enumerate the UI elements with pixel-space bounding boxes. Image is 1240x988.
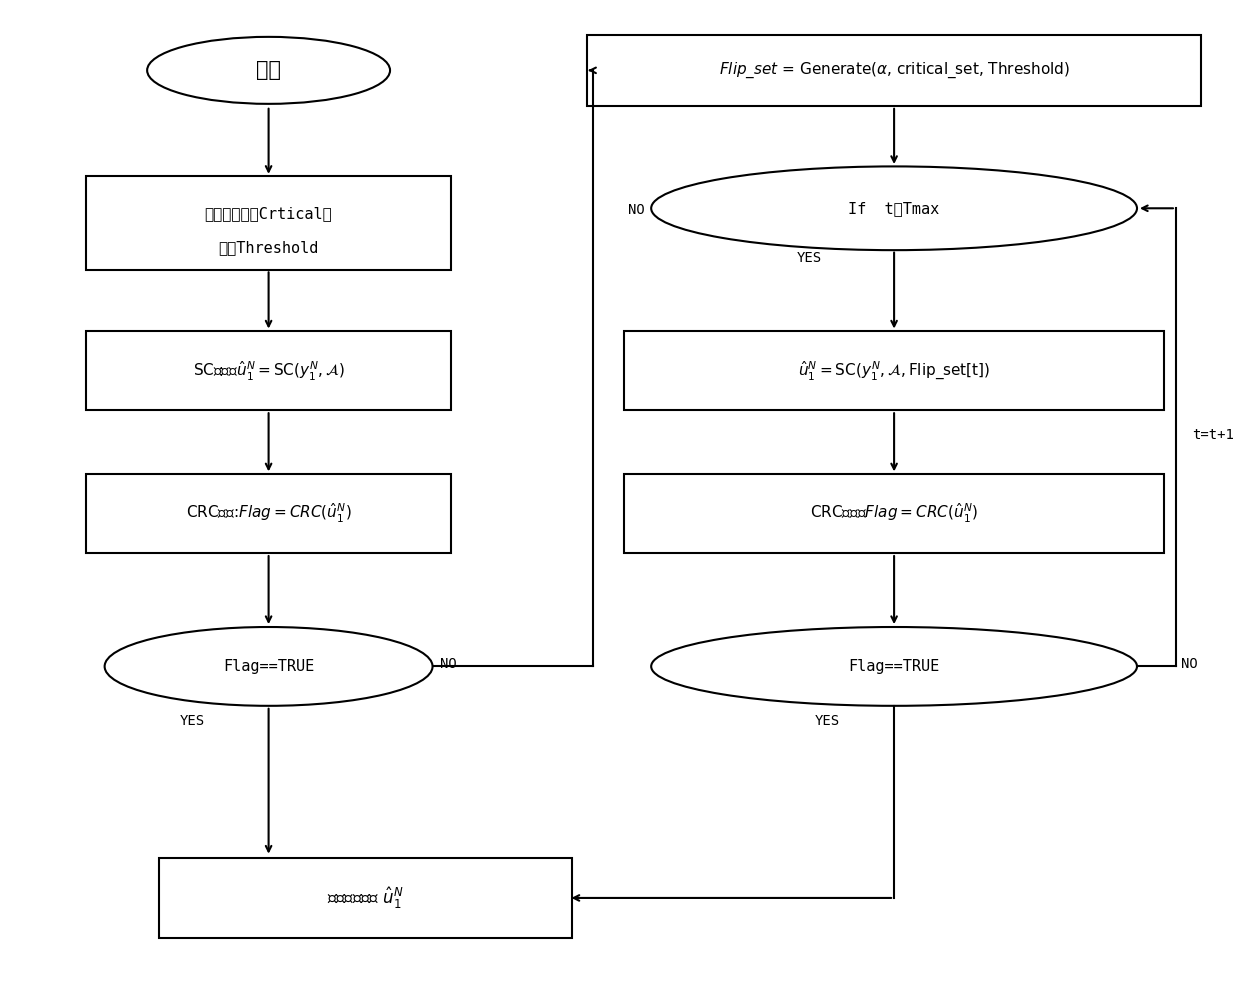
Text: Flag==TRUE: Flag==TRUE (223, 659, 314, 674)
Text: t=t+1: t=t+1 (1192, 428, 1234, 442)
Ellipse shape (148, 37, 391, 104)
FancyBboxPatch shape (159, 858, 572, 939)
Text: NO: NO (1180, 657, 1198, 672)
FancyBboxPatch shape (87, 176, 451, 270)
Ellipse shape (104, 627, 433, 705)
Text: YES: YES (815, 713, 839, 727)
Text: $\mathit{Flip\_set}$ = Generate($\alpha$, critical_set, Threshold): $\mathit{Flip\_set}$ = Generate($\alpha$… (719, 60, 1070, 80)
Text: 阈值Threshold: 阈值Threshold (218, 240, 319, 255)
FancyBboxPatch shape (588, 35, 1200, 106)
FancyBboxPatch shape (624, 474, 1164, 553)
Ellipse shape (651, 166, 1137, 250)
Ellipse shape (651, 627, 1137, 705)
Text: 输出译码结果 $\hat{u}_1^N$: 输出译码结果 $\hat{u}_1^N$ (327, 885, 404, 911)
Text: 初始化关键集Crtical和: 初始化关键集Crtical和 (205, 206, 332, 220)
Text: 开始: 开始 (257, 60, 281, 80)
Text: If  t〈Tmax: If t〈Tmax (848, 201, 940, 215)
FancyBboxPatch shape (624, 331, 1164, 410)
Text: Flag==TRUE: Flag==TRUE (848, 659, 940, 674)
Text: CRC校验：$\mathit{Flag} = \mathit{CRC}(\hat{u}_1^N)$: CRC校验：$\mathit{Flag} = \mathit{CRC}(\hat… (810, 502, 978, 526)
Text: NO: NO (629, 204, 645, 217)
Text: SC译码：$\hat{u}_1^N = \mathrm{SC}(y_1^N,\mathcal{A})$: SC译码：$\hat{u}_1^N = \mathrm{SC}(y_1^N,\m… (192, 360, 345, 382)
Text: NO: NO (440, 657, 456, 672)
Text: YES: YES (180, 713, 205, 727)
FancyBboxPatch shape (87, 331, 451, 410)
Text: $\hat{u}_1^N = \mathrm{SC}(y_1^N,\mathcal{A},\mathrm{Flip\_set[t]})$: $\hat{u}_1^N = \mathrm{SC}(y_1^N,\mathca… (797, 360, 991, 382)
FancyBboxPatch shape (87, 474, 451, 553)
Text: CRC校验:$\mathit{Flag} = \mathit{CRC}(\hat{u}_1^N)$: CRC校验:$\mathit{Flag} = \mathit{CRC}(\hat… (186, 502, 351, 526)
Text: YES: YES (797, 251, 822, 265)
